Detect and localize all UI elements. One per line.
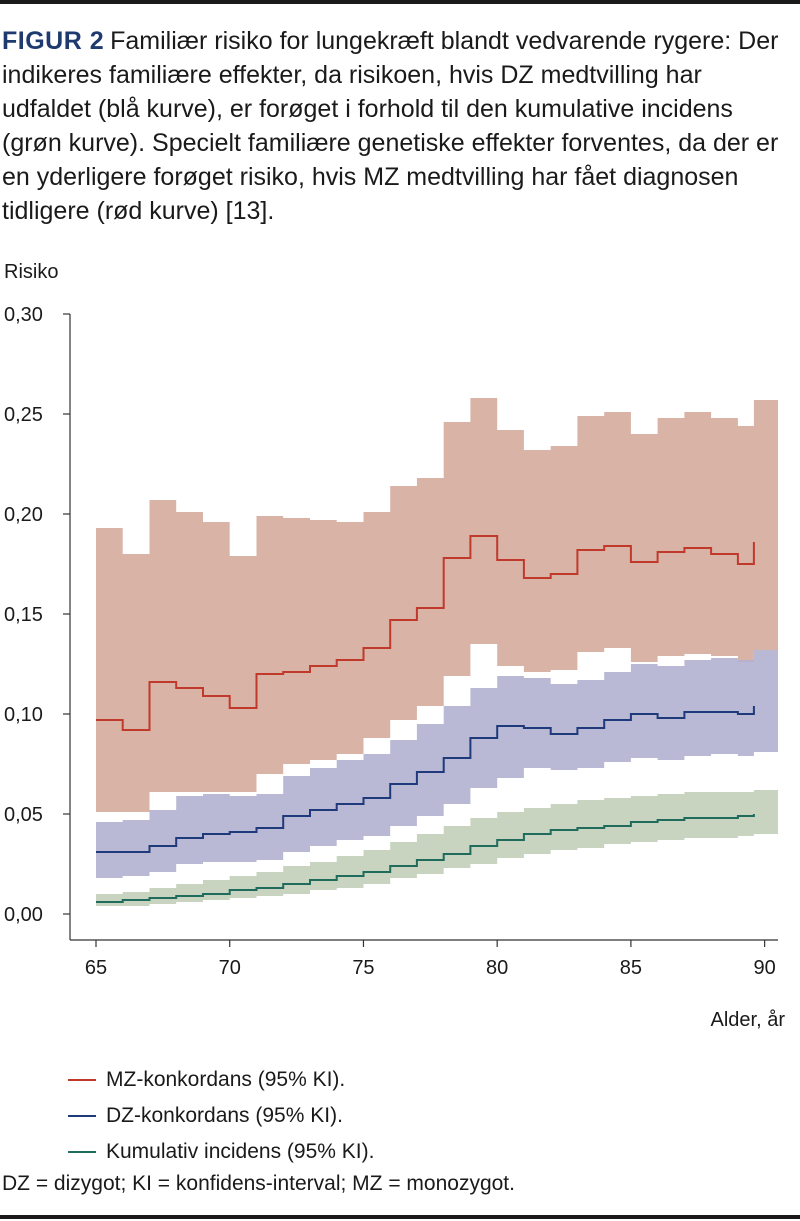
legend-label: Kumulativ incidens (95% KI). — [106, 1140, 375, 1163]
series-lines — [96, 535, 755, 903]
figure-caption-text: Familiær risiko for lungekræft blandt ve… — [2, 27, 779, 225]
legend-label: DZ-konkordans (95% KI). — [106, 1104, 343, 1127]
series-line-2 — [96, 706, 755, 853]
legend-swatch — [68, 1115, 96, 1117]
y-axis-label: Risiko — [4, 261, 58, 283]
figure-label: FIGUR 2 — [2, 27, 105, 55]
chart-legend: MZ-konkordans (95% KI). DZ-konkordans (95… — [68, 1062, 374, 1170]
y-tick-label: 0,10 — [4, 704, 43, 726]
bottom-rule — [0, 1215, 800, 1219]
top-rule — [0, 0, 800, 4]
x-tick-label: 80 — [486, 957, 508, 979]
y-tick-label: 0,00 — [4, 904, 43, 926]
y-tick-label: 0,30 — [4, 304, 43, 326]
y-tick-label: 0,25 — [4, 404, 43, 426]
x-tick-label: 70 — [219, 957, 241, 979]
x-tick-label: 65 — [85, 957, 107, 979]
chart-axes: 0,00 0,05 0,10 0,15 0,20 0,25 0,30 65 70 75 80 85 90 — [4, 304, 778, 979]
series-line-1 — [96, 535, 755, 731]
x-tick-label: 90 — [754, 957, 776, 979]
legend-swatch — [68, 1151, 96, 1153]
legend-swatch — [68, 1079, 96, 1081]
y-tick-label: 0,05 — [4, 804, 43, 826]
ci-band-1 — [96, 398, 778, 812]
legend-item: Kumulativ incidens (95% KI). — [68, 1134, 374, 1170]
figure-footnote: DZ = dizygot; KI = konfidens-interval; M… — [2, 1172, 515, 1195]
ci-band-2 — [96, 650, 778, 878]
risk-chart: 0,00 0,05 0,10 0,15 0,20 0,25 0,30 65 70 75 80 85 90… — [4, 261, 786, 1031]
series-line-3 — [96, 814, 755, 903]
y-tick-label: 0,15 — [4, 604, 43, 626]
x-tick-label: 85 — [620, 957, 642, 979]
legend-label: MZ-konkordans (95% KI). — [106, 1068, 346, 1091]
x-tick-label: 75 — [352, 957, 374, 979]
x-axis-label: Alder, år — [711, 1009, 786, 1031]
legend-item: MZ-konkordans (95% KI). — [68, 1062, 374, 1098]
figure-caption: FIGUR 2 Familiær risiko for lungekræft bl… — [2, 24, 792, 228]
confidence-bands — [96, 398, 778, 906]
legend-item: DZ-konkordans (95% KI). — [68, 1098, 374, 1134]
ci-band-3 — [96, 790, 778, 906]
y-tick-label: 0,20 — [4, 504, 43, 526]
